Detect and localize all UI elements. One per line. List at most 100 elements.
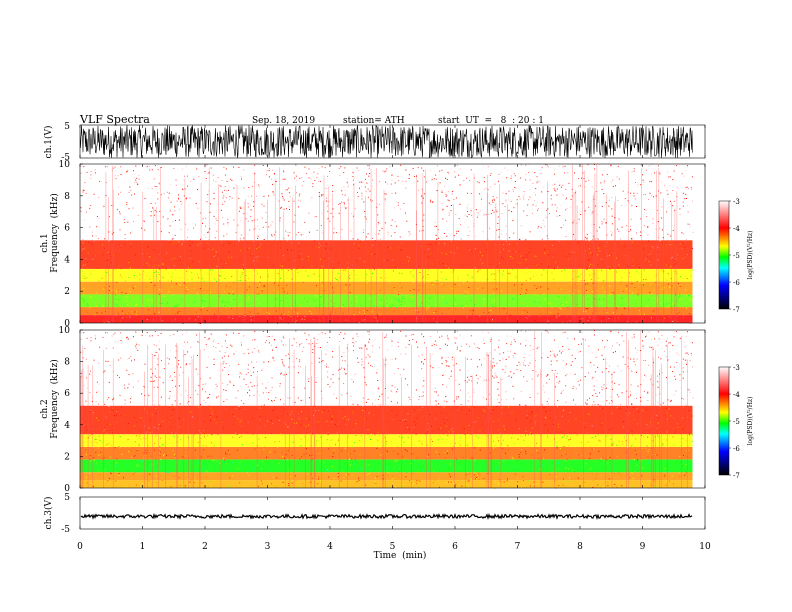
ch1-spec-speckle [688, 223, 690, 225]
ch1-spec-speckle [661, 217, 663, 219]
ch2-spec-speckle [691, 434, 693, 436]
ch1-spec-speckle [491, 304, 493, 306]
ch1-spec-speckle [454, 252, 456, 254]
ch1-spec-speckle [578, 276, 580, 277]
ch1-spec-speckle [477, 302, 479, 304]
ch1-spec-speckle [504, 167, 506, 169]
ch1-spec-speckle [168, 232, 170, 234]
ch1-spec-speckle [320, 225, 322, 226]
ch1-spec-speckle [494, 278, 496, 280]
ch1-spec-speckle [554, 241, 556, 242]
ch1-spec-speckle [282, 169, 284, 171]
ch1-spec-speckle [115, 292, 117, 294]
ch1-spec-speckle [283, 249, 285, 251]
ch1-spec-speckle [668, 302, 670, 304]
ch2-spec-speckle [676, 459, 678, 461]
ch1-spec-speckle [463, 180, 465, 181]
ch1-spec-speckle [629, 188, 630, 189]
ch2-spec-speckle [345, 423, 347, 425]
ch2-spec-speckle [162, 459, 164, 461]
ch1-spec-speckle [144, 221, 145, 222]
ch2-spec-speckle [535, 420, 537, 422]
ch2-spec-speckle [184, 455, 186, 457]
ch1-spec-speckle [140, 283, 142, 285]
ch1-spec-speckle [502, 212, 504, 214]
ch1-spec-speckle [408, 260, 410, 261]
ch1-spec-speckle [633, 168, 635, 170]
ch1-spec-speckle [479, 193, 481, 195]
ch1-spec-speckle [493, 202, 495, 203]
ch2-spec-speckle [374, 460, 376, 462]
ch1-spec-speckle [205, 290, 207, 292]
ch1-spec-speckle [133, 170, 134, 172]
ch1-waveform-ylabel: ch.1(V) [43, 126, 54, 159]
ch1-spec-speckle [647, 173, 649, 175]
ch1-spec-speckle [251, 195, 253, 197]
ch1-spec-speckle [290, 188, 292, 190]
ch1-spec-speckle [661, 242, 663, 244]
ch2-spec-speckle [258, 438, 260, 440]
ch2-spec-speckle [204, 433, 206, 435]
ch1-spec-speckle [671, 178, 673, 180]
ch1-spec-speckle [284, 237, 286, 239]
ch1-spec-speckle [441, 191, 443, 193]
ch1-spec-speckle [550, 194, 552, 196]
ch2-spec-speckle [240, 435, 242, 437]
ch1-spec-speckle [208, 172, 210, 174]
ch1-spec-speckle [490, 296, 492, 298]
ch1-spec-speckle [229, 259, 231, 261]
ch1-spec-speckle [624, 198, 626, 200]
ch1-spec-speckle [171, 214, 173, 216]
ch1-spec-speckle [687, 295, 689, 297]
ch2-spec-speckle [320, 480, 321, 482]
ch1-spec-speckle [638, 289, 639, 291]
ch2-spec-speckle [556, 476, 558, 478]
ch2-spec-speckle [663, 468, 665, 470]
ch1-spec-speckle [180, 228, 182, 230]
ch1-spec-speckle [316, 228, 318, 229]
ch2-spec-speckle [297, 413, 299, 415]
ch1-spec-speckle [228, 316, 230, 318]
ch1-spec-speckle [691, 292, 693, 293]
ch1-spec-speckle [318, 195, 320, 197]
ch2-spec-speckle [662, 443, 664, 445]
ch1-spec-speckle [357, 196, 359, 198]
ch2-spec-speckle [206, 435, 208, 437]
ch1-spec-speckle [356, 309, 358, 311]
ch2-spec-speckle [106, 479, 108, 481]
ch1-spec-speckle [296, 180, 298, 182]
ch1-spec-speckle [210, 167, 212, 169]
ch2-spec-speckle [691, 474, 693, 476]
ch1-spec-speckle [284, 186, 286, 188]
ch1-spec-speckle [679, 293, 681, 295]
ch2-spec-speckle [438, 478, 440, 479]
ch2-spec-speckle [193, 481, 195, 483]
ch1-spec-speckle [640, 184, 642, 186]
ch1-spec-speckle [439, 297, 441, 299]
ch1-spec-speckle [688, 240, 690, 242]
ch1-spec-speckle [646, 216, 648, 217]
ch1-spec-speckle [377, 222, 379, 224]
ch1-spec-speckle [86, 303, 88, 305]
ch1-spec-speckle [477, 271, 479, 273]
ch2-spec-speckle [83, 470, 85, 472]
ch1-spec-speckle [444, 271, 445, 273]
ch1-spec-speckle [245, 320, 247, 321]
ch1-spec-speckle [128, 312, 130, 314]
ch1-spec-speckle [492, 282, 494, 284]
ch1-spec-speckle [687, 165, 688, 167]
ch1-spec-speckle [328, 244, 330, 246]
ch1-spec-speckle [402, 180, 404, 182]
ch2-spec-speckle [682, 438, 684, 440]
ch2-spec-speckle [287, 413, 289, 415]
ch2-spec-speckle [568, 444, 570, 446]
ch1-spec-speckle [219, 209, 221, 211]
ch1-spec-speckle [212, 248, 214, 250]
ch2-spec-speckle [456, 458, 458, 460]
ch1-spec-speckle [136, 303, 138, 305]
ch1-spec-speckle [581, 318, 582, 320]
ch1-spec-speckle [448, 200, 450, 202]
ch1-spec-speckle [162, 277, 164, 279]
ch1-spec-speckle [425, 308, 427, 310]
ch1-spec-speckle [309, 199, 311, 201]
